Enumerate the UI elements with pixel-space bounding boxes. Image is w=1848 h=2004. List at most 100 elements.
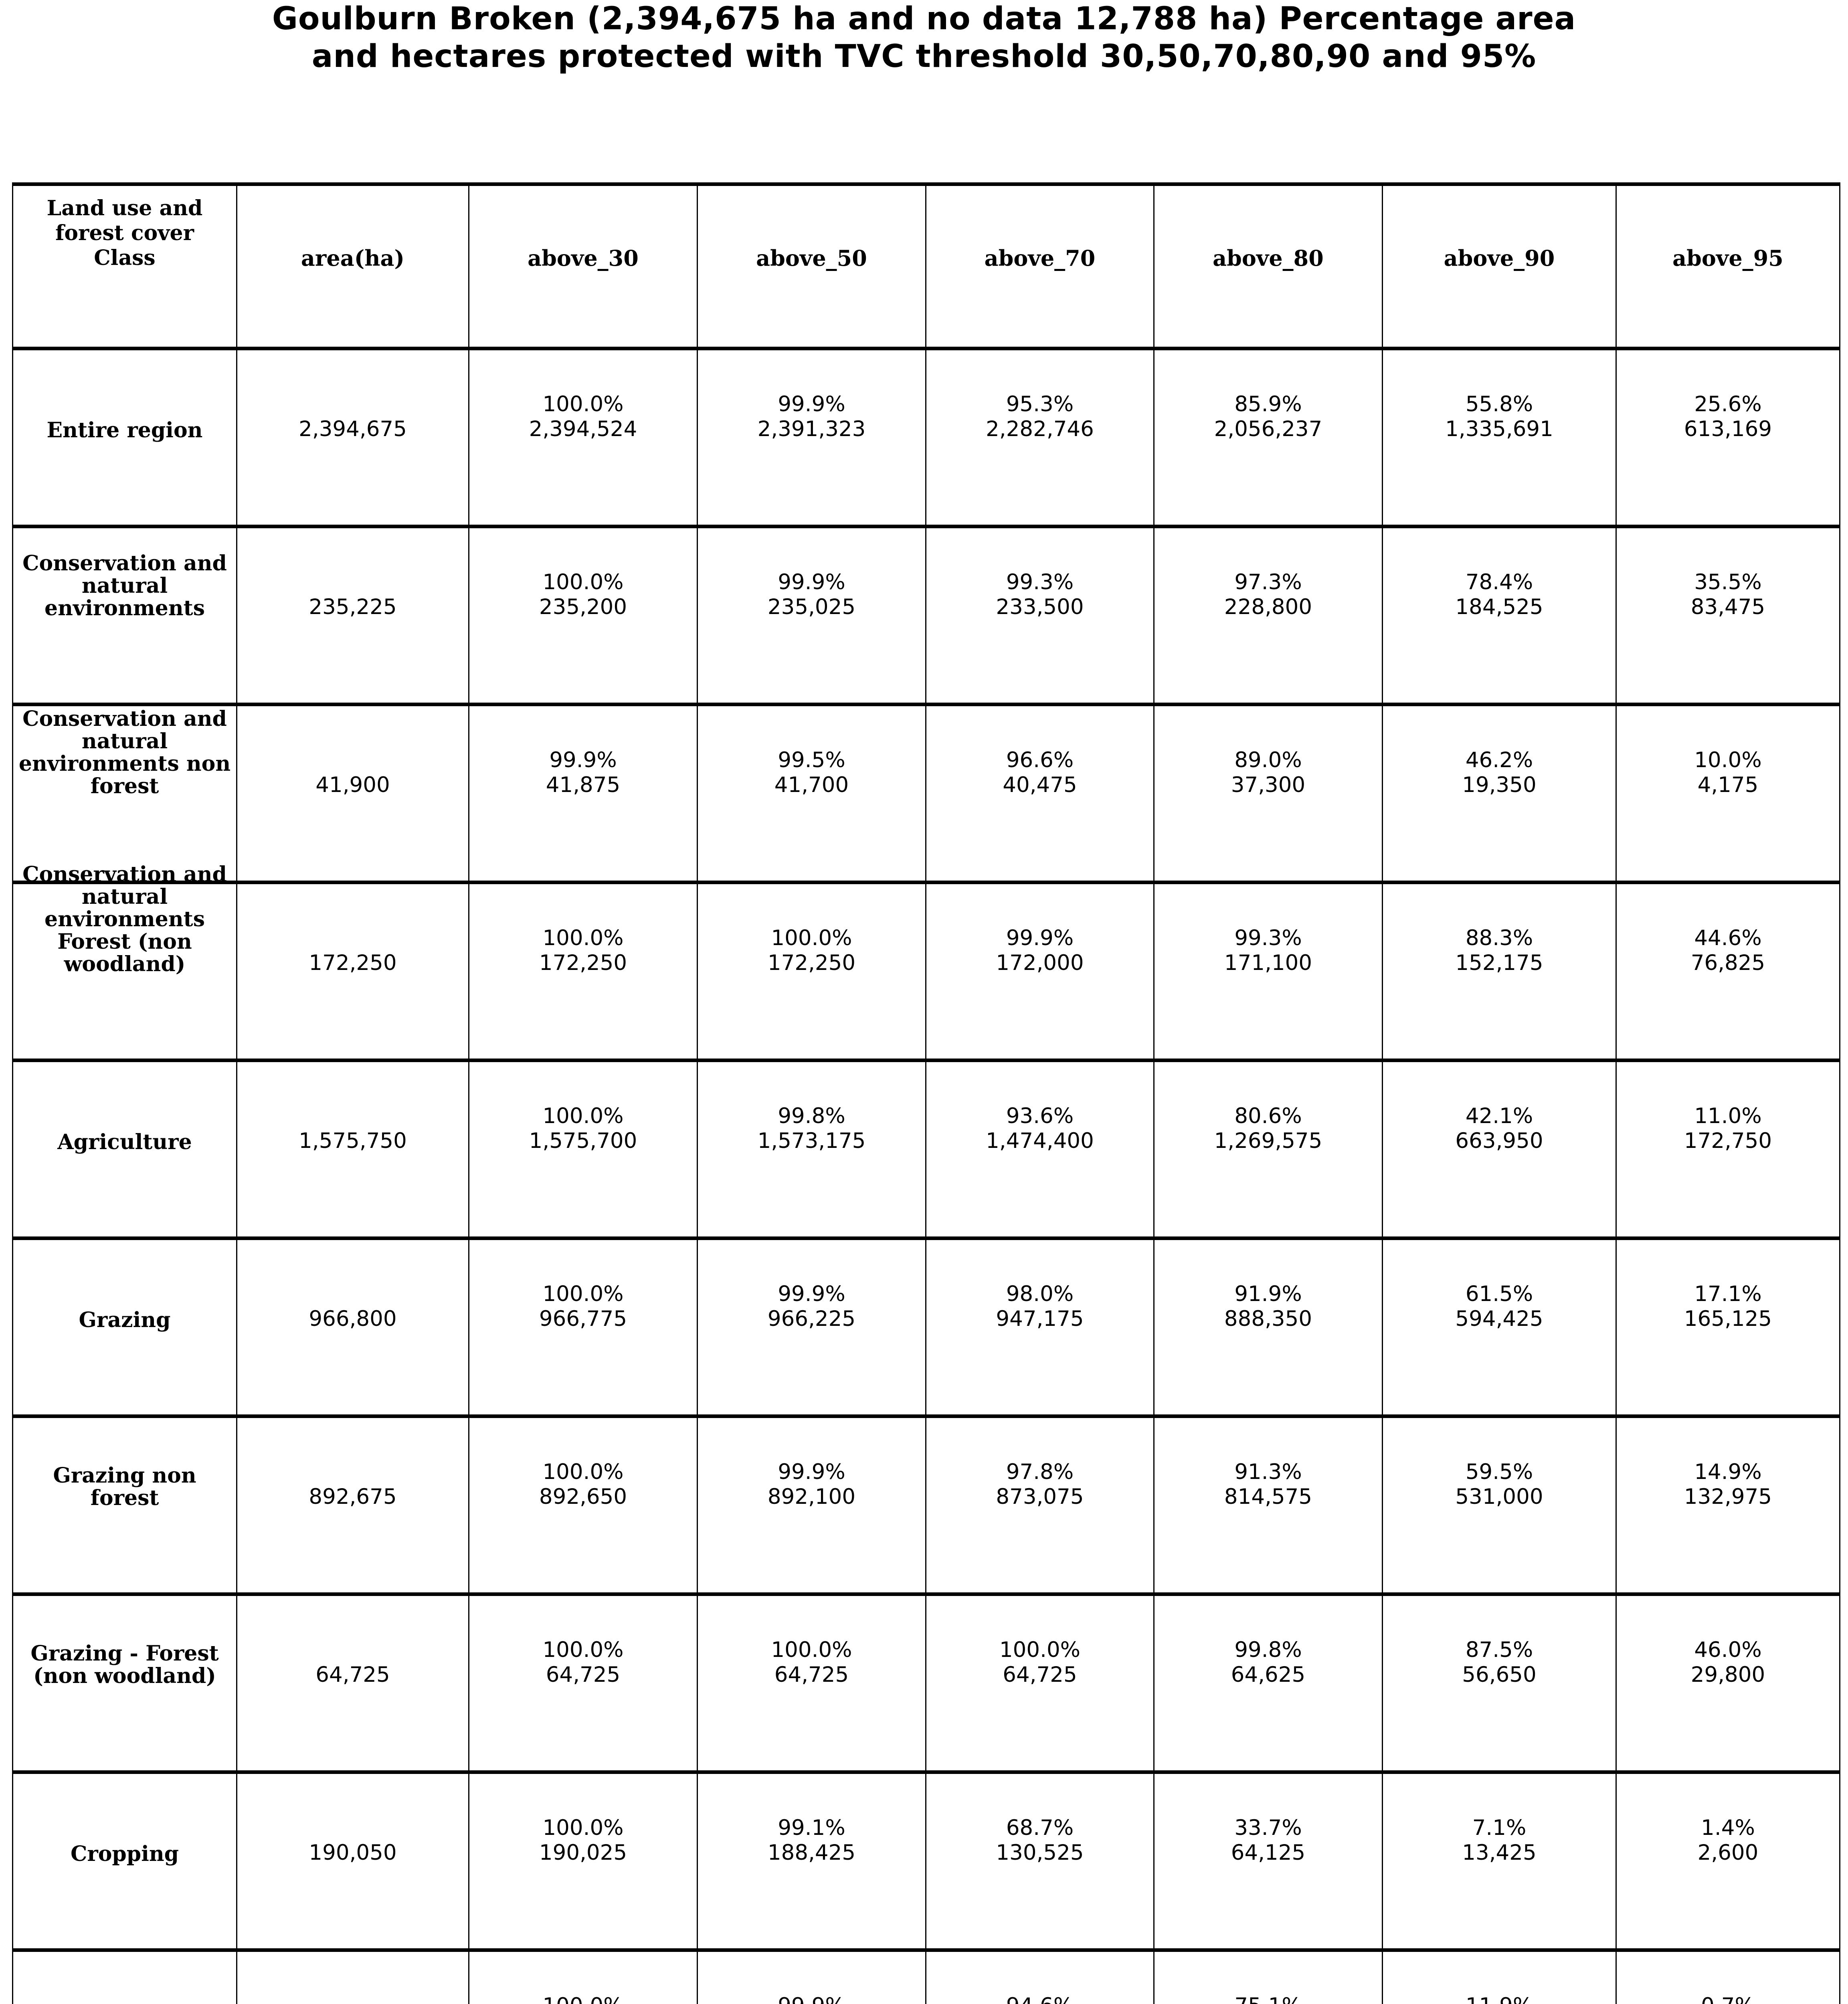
- value-cell: 96.6% 40,475: [926, 706, 1154, 881]
- page-title-line1: Goulburn Broken (2,394,675 ha and no dat…: [272, 1, 1576, 37]
- value-cell: 100.0% 64,725: [698, 1596, 926, 1770]
- value-cell: 99.3% 233,500: [926, 528, 1154, 703]
- table-row: Conservation and natural environments non f…: [13, 703, 1839, 881]
- area-cell: 41,900: [237, 706, 469, 881]
- value-cell: 10.0% 4,175: [1694, 747, 1762, 797]
- value-cell: 99.9% 41,875: [469, 706, 698, 881]
- value-cell: 68.7% 130,525: [926, 1774, 1154, 1948]
- value-cell: 94.6%384,600: [926, 1952, 1154, 2004]
- value-cell: 99.8% 64,625: [1154, 1596, 1383, 1770]
- area-cell: 235,225: [237, 528, 469, 703]
- value-cell: 100.0% 1,575,700: [469, 1062, 698, 1236]
- value-cell: 0.7%2,950: [1617, 1952, 1839, 2004]
- value-cell: 33.7% 64,125: [1154, 1774, 1383, 1948]
- value-cell: 99.1% 188,425: [698, 1774, 926, 1948]
- value-cell: 100.0% 64,725: [926, 1596, 1154, 1770]
- table-row: Cropping 190,050 100.0% 190,025 99.1% 188,425…: [13, 1770, 1839, 1948]
- page-title-line2: and hectares protected with TVC threshol…: [311, 38, 1537, 75]
- value-cell: 1.4% 2,600: [1697, 1815, 1759, 1865]
- value-cell: 88.3% 152,175: [1383, 884, 1617, 1059]
- value-cell: 99.9% 2,391,323: [698, 350, 926, 525]
- area-cell: 1,575,750: [237, 1062, 469, 1236]
- table-row: Irrigation406,625100.0%406,62599.9%406,2…: [13, 1948, 1839, 2004]
- value-cell: 17.1% 165,125: [1684, 1281, 1772, 1331]
- table-row: Grazing 966,800 100.0% 966,775 99.9% 966,225 9…: [13, 1236, 1839, 1414]
- column-header-above_80: above_80: [1154, 186, 1383, 347]
- value-cell: 7.1% 13,425: [1383, 1774, 1617, 1948]
- value-cell: 100.0% 235,200: [469, 528, 698, 703]
- value-cell: 99.9% 235,025: [698, 528, 926, 703]
- area-cell: 190,050: [237, 1774, 469, 1948]
- value-cell: 80.6% 1,269,575: [1154, 1062, 1383, 1236]
- value-cell: 91.3% 814,575: [1154, 1418, 1383, 1592]
- value-cell: 35.5% 83,475: [1690, 570, 1765, 619]
- value-cell: 99.8% 1,573,175: [698, 1062, 926, 1236]
- value-cell: 99.9%406,250: [698, 1952, 926, 2004]
- value-cell: 100.0% 966,775: [469, 1240, 698, 1414]
- value-cell: 55.8% 1,335,691: [1383, 350, 1617, 525]
- value-cell: 100.0% 172,250: [698, 884, 926, 1059]
- row-label: Agriculture: [13, 1062, 237, 1236]
- column-header-above_30: above_30: [469, 186, 698, 347]
- table-header-row: Land use and forest cover Class area(ha) abo…: [13, 182, 1839, 347]
- row-label: Irrigation: [13, 1952, 237, 2004]
- value-cell: 42.1% 663,950: [1383, 1062, 1617, 1236]
- value-cell: 85.9% 2,056,237: [1154, 350, 1383, 525]
- area-cell: 892,675: [237, 1418, 469, 1592]
- table-row: Conservation and natural environments 235,2…: [13, 525, 1839, 703]
- value-cell: 78.4% 184,525: [1383, 528, 1617, 703]
- area-cell: 64,725: [237, 1596, 469, 1770]
- value-cell: 100.0%406,625: [469, 1952, 698, 2004]
- table-row: Conservation and natural environments Fores…: [13, 863, 1839, 1059]
- value-cell: 100.0% 892,650: [469, 1418, 698, 1592]
- area-cell: 2,394,675: [237, 350, 469, 525]
- table-row: Grazing non forest 892,675 100.0% 892,650 99.…: [13, 1414, 1839, 1592]
- row-label: Grazing: [13, 1240, 237, 1414]
- value-cell: 89.0% 37,300: [1154, 706, 1383, 881]
- value-cell: 59.5% 531,000: [1383, 1418, 1617, 1592]
- area-cell: 406,625: [237, 1952, 469, 2004]
- row-label: Grazing - Forest (non woodland): [13, 1596, 237, 1770]
- value-cell: 46.0% 29,800: [1690, 1637, 1765, 1687]
- table-row: Grazing - Forest (non woodland) 64,725 100.…: [13, 1592, 1839, 1770]
- value-cell: 14.9% 132,975: [1684, 1459, 1772, 1509]
- value-cell: 25.6% 613,169: [1684, 392, 1772, 441]
- value-cell: 100.0% 190,025: [469, 1774, 698, 1948]
- value-cell: 100.0% 172,250: [469, 884, 698, 1059]
- row-label: Entire region: [13, 350, 237, 525]
- value-cell: 99.3% 171,100: [1154, 884, 1383, 1059]
- row-label: Cropping: [13, 1774, 237, 1948]
- value-cell: 97.8% 873,075: [926, 1418, 1154, 1592]
- page-title: Goulburn Broken (2,394,675 ha and no dat…: [0, 0, 1848, 75]
- row-label: Conservation and natural environments non f…: [13, 706, 237, 881]
- value-cell: 99.9% 172,000: [926, 884, 1154, 1059]
- row-label: Conservation and natural environments Fores…: [13, 863, 237, 1059]
- value-cell: 11.0% 172,750: [1684, 1103, 1772, 1153]
- value-cell: 98.0% 947,175: [926, 1240, 1154, 1414]
- value-cell: 97.3% 228,800: [1154, 528, 1383, 703]
- value-cell: 99.9% 892,100: [698, 1418, 926, 1592]
- value-cell: 99.9% 966,225: [698, 1240, 926, 1414]
- area-cell: 172,250: [237, 884, 469, 1059]
- column-header-above_95: above_95: [1672, 245, 1783, 271]
- data-table: Land use and forest cover Class area(ha) abo…: [12, 182, 1840, 2004]
- value-cell: 46.2% 19,350: [1383, 706, 1617, 881]
- value-cell: 75.1%305,575: [1154, 1952, 1383, 2004]
- row-label: Grazing non forest: [13, 1418, 237, 1592]
- value-cell: 44.6% 76,825: [1690, 925, 1765, 975]
- value-cell: 100.0% 2,394,524: [469, 350, 698, 525]
- value-cell: 91.9% 888,350: [1154, 1240, 1383, 1414]
- column-header-above_50: above_50: [698, 186, 926, 347]
- column-header-above_70: above_70: [926, 186, 1154, 347]
- value-cell: 100.0% 64,725: [469, 1596, 698, 1770]
- area-cell: 966,800: [237, 1240, 469, 1414]
- value-cell: 61.5% 594,425: [1383, 1240, 1617, 1414]
- corner-header-cell: Land use and forest cover Class: [13, 186, 237, 347]
- value-cell: 99.5% 41,700: [698, 706, 926, 881]
- value-cell: 95.3% 2,282,746: [926, 350, 1154, 525]
- value-cell: 93.6% 1,474,400: [926, 1062, 1154, 1236]
- value-cell: 87.5% 56,650: [1383, 1596, 1617, 1770]
- value-cell: 11.9%48,250: [1383, 1952, 1617, 2004]
- column-header-above_90: above_90: [1383, 186, 1617, 347]
